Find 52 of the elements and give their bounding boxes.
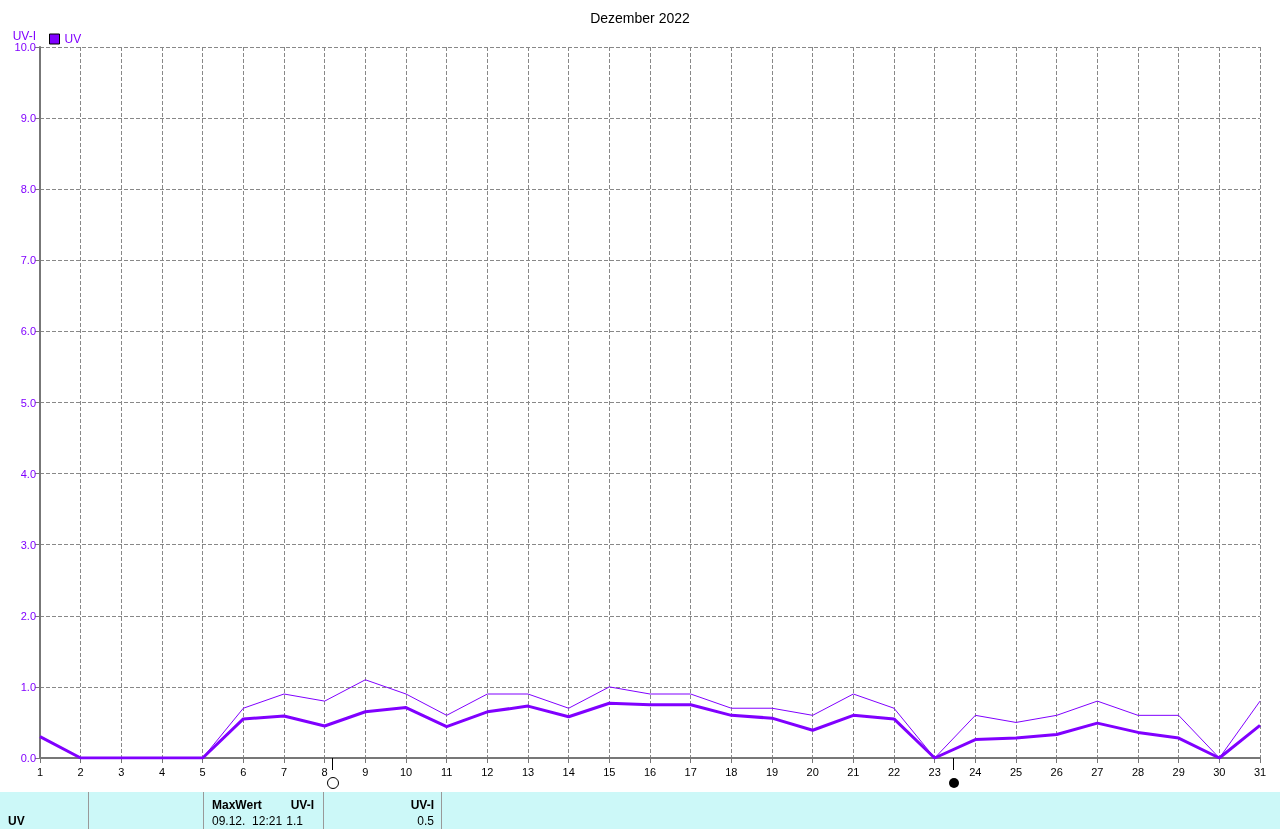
x-tick-label: 11 (440, 765, 453, 778)
y-tick-label: 10.0 (14, 41, 36, 53)
x-tick-label: 7 (280, 765, 288, 778)
chart-title: Dezember 2022 (590, 10, 691, 26)
x-tick-label: 4 (158, 765, 166, 778)
x-tick-label: 10 (399, 765, 413, 778)
x-tick-label: 20 (806, 765, 819, 778)
x-tick-label: 3 (118, 765, 125, 778)
y-tick-label: 6.0 (20, 325, 36, 338)
x-tick-label: 22 (887, 765, 901, 778)
x-tick-label: 18 (725, 765, 738, 778)
y-tick-label: 8.0 (20, 183, 36, 196)
x-tick-label: 17 (684, 765, 697, 778)
y-axis-title: UV-I (12, 28, 36, 43)
y-tick-label: 0.0 (20, 752, 36, 764)
y-tick-label: 2.0 (20, 609, 36, 622)
y-tick-label: 9.0 (20, 112, 36, 125)
y-tick-label: 7.0 (20, 254, 36, 267)
x-tick-label: 28 (1131, 765, 1145, 778)
x-tick-label: 2 (77, 765, 84, 778)
x-tick-label: 14 (562, 765, 575, 778)
x-tick-label: 25 (1009, 765, 1023, 778)
x-tick-label: 24 (969, 765, 982, 778)
y-tick-label: 5.0 (20, 396, 36, 409)
x-tick-label: 19 (765, 765, 779, 778)
x-tick-label: 31 (1253, 765, 1267, 778)
x-tick-label: 30 (1213, 765, 1226, 778)
x-tick-label: 6 (240, 765, 247, 778)
x-tick-label: 9 (362, 765, 369, 778)
x-tick-label: 15 (603, 765, 616, 778)
x-tick-label: 21 (847, 765, 860, 778)
x-tick-label: 23 (928, 765, 941, 778)
x-tick-label: 27 (1091, 765, 1104, 778)
y-tick-label: 4.0 (20, 467, 36, 480)
text: 0.5 (417, 814, 434, 828)
text: UV-I (410, 798, 434, 812)
text: 1.1 (286, 814, 303, 828)
x-tick-label: 8 (321, 765, 328, 778)
x-tick-label: 13 (521, 765, 535, 778)
text: UV-I (290, 798, 314, 812)
x-tick-label: 1 (36, 765, 44, 778)
y-tick-label: 3.0 (20, 538, 36, 551)
legend-label: UV (64, 32, 82, 46)
text: UV (8, 814, 25, 828)
x-tick-label: 12 (481, 765, 494, 778)
text: 09.12. 12:21 (212, 814, 283, 828)
x-tick-label: 26 (1050, 765, 1063, 778)
x-tick-label: 16 (643, 765, 657, 778)
y-tick-label: 1.0 (20, 680, 36, 693)
x-tick-label: 29 (1172, 765, 1185, 778)
x-tick-label: 5 (199, 765, 206, 778)
text: MaxWert (212, 798, 262, 812)
